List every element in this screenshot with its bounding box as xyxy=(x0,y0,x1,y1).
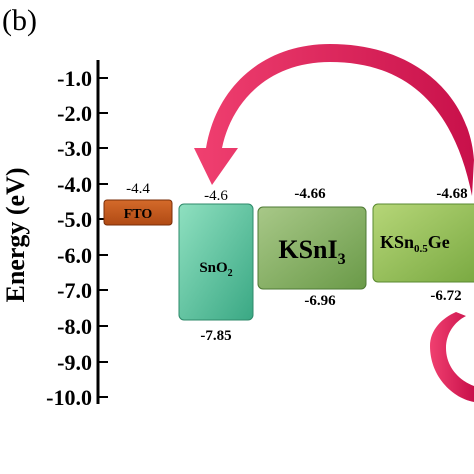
sno2-bottom-value: -7.85 xyxy=(200,328,231,344)
y-tick-label: -6.0 xyxy=(57,243,92,268)
curved-arrow-top xyxy=(194,44,474,196)
y-tick-label: -10.0 xyxy=(46,385,92,410)
sno2-top-value: -4.6 xyxy=(204,188,228,204)
ksnge-name: KSn xyxy=(380,232,414,252)
ksni3-name: KSnI xyxy=(278,235,337,264)
sno2-name: SnO xyxy=(199,260,227,276)
curved-arrow-bottom xyxy=(430,312,474,402)
ksnge-top-value: -4.68 xyxy=(436,186,467,202)
fto-label: FTO xyxy=(124,207,153,222)
y-tick-label: -1.0 xyxy=(57,66,92,91)
fto-band xyxy=(103,199,173,226)
y-tick-label: -2.0 xyxy=(57,101,92,126)
ksnge-band xyxy=(372,203,474,283)
y-tick-label: -5.0 xyxy=(57,207,92,232)
ksni3-subscript: 3 xyxy=(338,251,346,268)
y-tick-label: -3.0 xyxy=(57,136,92,161)
sno2-label: SnO2 xyxy=(199,260,232,279)
ksni3-bottom-value: -6.96 xyxy=(304,293,336,309)
ksnge-bottom-value: -6.72 xyxy=(430,288,461,304)
ksni3-label: KSnI3 xyxy=(278,235,345,268)
ksnge-label: KSn0.5Ge xyxy=(380,232,450,255)
ksnge-subscript: 0.5 xyxy=(414,243,428,255)
y-tick-label: -8.0 xyxy=(57,314,92,339)
ksni3-band xyxy=(257,206,367,290)
y-tick-label: -9.0 xyxy=(57,350,92,375)
y-tick-label: -4.0 xyxy=(57,172,92,197)
sno2-subscript: 2 xyxy=(228,268,233,279)
y-axis-ticks xyxy=(98,77,108,398)
panel-label: (b) xyxy=(2,4,37,37)
sno2-band xyxy=(178,203,254,321)
y-tick-label: -7.0 xyxy=(57,278,92,303)
ksnge-suffix: Ge xyxy=(428,232,450,252)
y-axis-label: Energy (eV) xyxy=(1,167,30,302)
fto-top-value: -4.4 xyxy=(126,181,150,197)
ksni3-top-value: -4.66 xyxy=(294,186,326,202)
